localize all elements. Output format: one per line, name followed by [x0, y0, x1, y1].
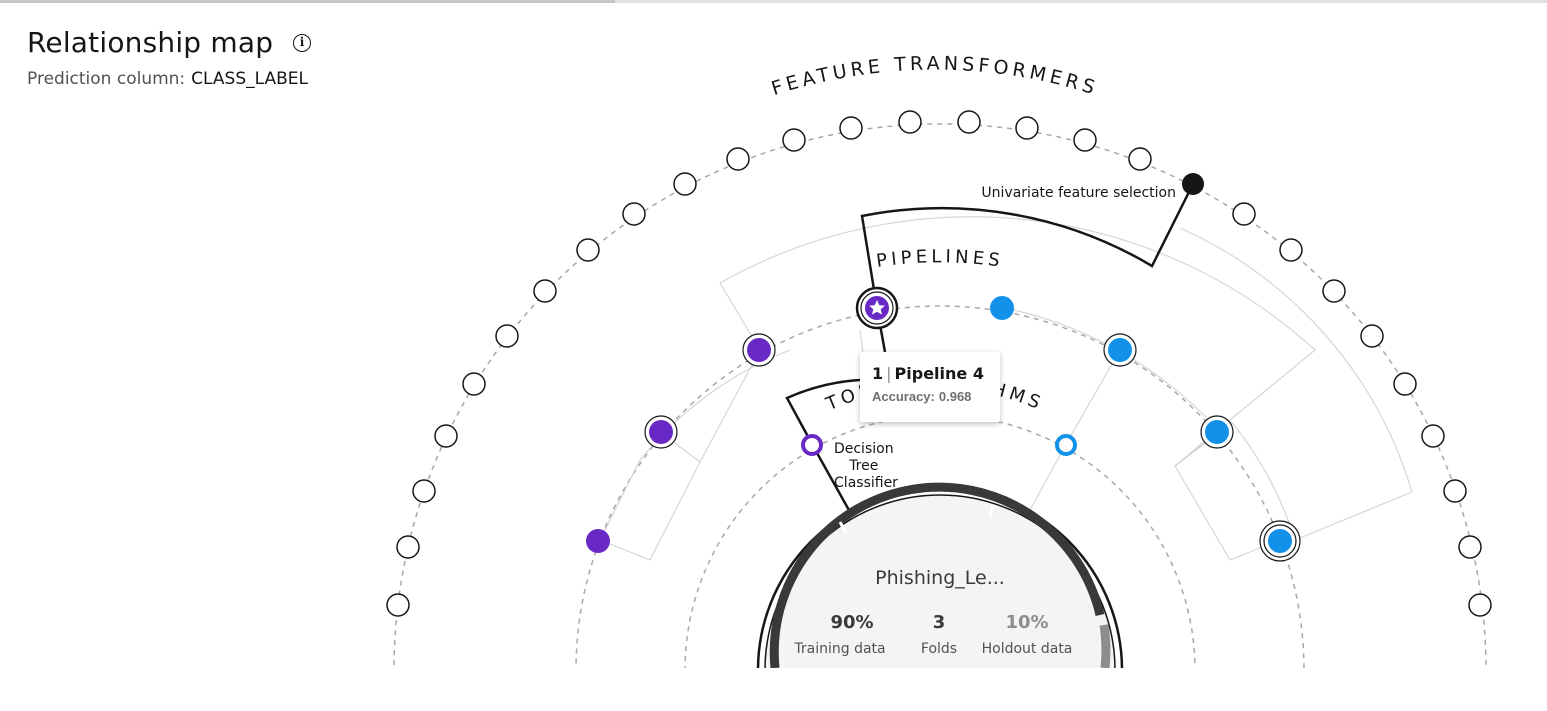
feature-transformer-node[interactable] [412, 479, 436, 503]
prediction-column: Prediction column: CLASS_LABEL [27, 69, 308, 89]
feature-transformer-node[interactable] [576, 238, 600, 262]
top-tab-active-indicator [0, 0, 615, 3]
pipeline-node-ring [860, 291, 894, 325]
fold-marker-1 [838, 521, 848, 534]
feature-transformer-node[interactable] [782, 128, 806, 152]
feature-transformer-node[interactable] [839, 116, 863, 140]
fold-marker-2 [988, 504, 995, 518]
star-icon [869, 300, 885, 315]
pipeline-nodes [586, 286, 1301, 562]
tooltip-separator: | [886, 364, 892, 383]
feature-transformer-node[interactable] [1421, 424, 1445, 448]
pipeline-node[interactable] [1205, 420, 1229, 444]
training-data-arc [769, 482, 1105, 668]
feature-transformer-node[interactable] [495, 324, 519, 348]
training-data-label: Training data [793, 641, 885, 657]
prediction-column-value: CLASS_LABEL [191, 69, 308, 89]
feature-transformer-node[interactable] [386, 593, 410, 617]
feature-transformers-label: FEATURE TRANSFORMERS [769, 53, 1101, 100]
pipeline-node[interactable] [747, 338, 771, 362]
feature-transformer-node[interactable] [673, 172, 697, 196]
folds-label: Folds [921, 641, 957, 657]
feature-transformer-node[interactable] [533, 279, 557, 303]
tooltip-accuracy: Accuracy: 0.968 [872, 389, 988, 404]
feature-transformer-node[interactable] [957, 110, 981, 134]
feature-transformer-nodes [386, 110, 1492, 617]
feature-transformer-node[interactable] [898, 110, 922, 134]
holdout-data-label: Holdout data [982, 641, 1073, 657]
information-icon[interactable]: i [293, 34, 311, 52]
tooltip-rank: 1 [872, 364, 884, 383]
feature-transformer-node[interactable] [1279, 238, 1303, 262]
pipeline-node[interactable] [1268, 529, 1292, 553]
page-title: Relationship map [27, 26, 274, 59]
dataset-hub[interactable] [764, 494, 1116, 711]
selected-algorithm-label: Decision Tree Classifier [834, 441, 898, 491]
folds-value: 3 [933, 612, 946, 633]
feature-transformer-node[interactable] [396, 535, 420, 559]
pipeline-node-ring [1263, 524, 1297, 558]
feature-transformer-node[interactable] [434, 424, 458, 448]
selected-feature-label: Univariate feature selection [981, 185, 1176, 201]
feature-transformer-node[interactable] [726, 147, 750, 171]
decision-tree-classifier-node[interactable] [801, 434, 823, 456]
dataset-name: Phishing_Le... [875, 567, 1005, 589]
pipelines-label: PIPELINES [875, 246, 1005, 272]
algorithm-node[interactable] [1055, 434, 1077, 456]
feature-transformers-orbit [393, 123, 1487, 668]
top-tab-bar [0, 0, 1547, 3]
feature-transformer-node[interactable] [1015, 116, 1039, 140]
feature-transformer-node[interactable] [462, 372, 486, 396]
feature-transformer-node[interactable] [1128, 147, 1152, 171]
selected-feature-node[interactable] [1182, 173, 1204, 195]
holdout-data-arc [1099, 624, 1111, 668]
tooltip-title: 1 | Pipeline 4 [872, 364, 988, 383]
pipeline-tooltip: 1 | Pipeline 4 Accuracy: 0.968 [860, 352, 1000, 422]
tooltip-accuracy-value: 0.968 [938, 389, 972, 404]
feature-transformer-node[interactable] [1468, 593, 1492, 617]
feature-transformer-node[interactable] [1393, 372, 1417, 396]
holdout-data-value: 10% [1005, 612, 1048, 633]
feature-transformer-node[interactable] [1443, 479, 1467, 503]
pipeline-node[interactable] [1108, 338, 1132, 362]
pipeline-node[interactable] [586, 529, 610, 553]
feature-transformer-node[interactable] [1458, 535, 1482, 559]
feature-transformer-node[interactable] [1073, 128, 1097, 152]
pipeline-node[interactable] [649, 420, 673, 444]
training-data-value: 90% [830, 612, 873, 633]
feature-transformer-node[interactable] [1232, 202, 1256, 226]
pipeline-node[interactable] [990, 296, 1014, 320]
feature-transformer-node[interactable] [622, 202, 646, 226]
feature-transformer-node[interactable] [1322, 279, 1346, 303]
tooltip-accuracy-label: Accuracy: [872, 389, 935, 404]
tooltip-pipeline-name: Pipeline 4 [894, 364, 984, 383]
pipelines-orbit [575, 305, 1305, 668]
prediction-column-label: Prediction column: [27, 69, 186, 89]
feature-transformer-node[interactable] [1360, 324, 1384, 348]
